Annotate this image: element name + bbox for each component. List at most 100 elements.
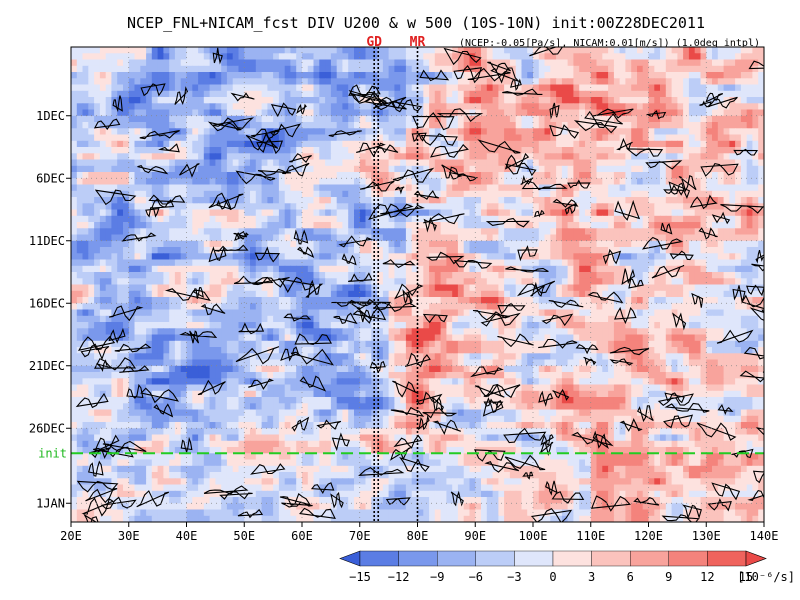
heat-cell [123, 115, 130, 123]
heat-cell [625, 184, 632, 192]
heat-cell [538, 272, 546, 279]
heat-cell [134, 90, 141, 98]
heat-cell [99, 122, 107, 129]
heat-cell [250, 284, 257, 292]
heat-cell [405, 53, 413, 61]
heat-cell [452, 90, 459, 98]
heat-cell [585, 128, 592, 136]
heat-cell [429, 128, 436, 136]
heat-cell [302, 115, 309, 123]
heat-cell [186, 172, 193, 179]
heat-cell [117, 165, 124, 173]
heat-cell [688, 59, 696, 67]
heat-cell [758, 159, 764, 167]
heat-cell [544, 84, 551, 92]
heat-cell [382, 78, 390, 86]
heat-cell [538, 115, 546, 123]
heat-cell [238, 140, 245, 148]
heat-cell [596, 65, 603, 73]
heat-cell [729, 278, 736, 286]
heat-cell [284, 159, 292, 167]
heat-cell [694, 72, 702, 79]
heat-cell [215, 190, 222, 198]
heat-cell [729, 240, 736, 248]
heat-cell [677, 284, 684, 292]
heat-cell [602, 290, 609, 298]
heat-cell [394, 134, 401, 142]
heat-cell [330, 65, 338, 73]
heat-cell [82, 297, 89, 304]
heat-cell [561, 297, 569, 304]
heat-cell [307, 84, 315, 92]
heat-cell [278, 165, 286, 173]
heat-cell [388, 72, 395, 79]
heat-cell [573, 209, 580, 217]
heat-cell [469, 303, 476, 311]
heat-cell [527, 265, 534, 273]
heat-cell [538, 222, 546, 229]
heat-cell [417, 240, 424, 248]
heat-cell [492, 122, 499, 129]
heat-cell [642, 203, 650, 211]
heat-cell [296, 178, 303, 186]
heat-cell [648, 122, 655, 129]
heat-cell [648, 153, 655, 161]
heat-cell [527, 109, 534, 117]
heat-cell [157, 172, 164, 179]
heat-cell [492, 222, 499, 229]
heat-cell [105, 203, 113, 211]
heat-cell [509, 65, 517, 73]
heat-cell [527, 203, 534, 211]
heat-cell [192, 247, 199, 254]
heat-cell [71, 140, 78, 148]
heat-cell [76, 147, 84, 154]
heat-cell [192, 103, 199, 111]
heat-cell [567, 209, 574, 217]
heat-cell [215, 84, 222, 92]
heat-cell [457, 190, 465, 198]
heat-cell [319, 47, 326, 54]
heat-cell [151, 84, 159, 92]
heat-cell [198, 247, 205, 254]
heat-cell [134, 59, 141, 67]
heat-cell [590, 84, 598, 92]
heat-cell [354, 234, 361, 242]
heat-cell [486, 84, 494, 92]
heat-cell [157, 184, 164, 192]
heat-cell [307, 53, 315, 61]
heat-cell [590, 47, 598, 54]
heat-cell [325, 90, 332, 98]
heat-cell [94, 184, 101, 192]
heat-cell [688, 172, 696, 179]
heat-cell [613, 215, 621, 223]
heat-cell [735, 278, 742, 286]
heat-cell [330, 128, 338, 136]
heat-cell [625, 122, 632, 129]
heat-cell [602, 253, 609, 261]
heat-cell [71, 59, 78, 67]
heat-cell [296, 228, 303, 236]
heat-cell [602, 228, 609, 236]
heat-cell [429, 184, 436, 192]
heat-cell [729, 72, 736, 79]
heat-cell [671, 109, 678, 117]
heat-cell [648, 147, 655, 154]
heat-cell [169, 103, 176, 111]
heat-cell [174, 222, 182, 229]
heat-cell [498, 59, 505, 67]
heat-cell [123, 159, 130, 167]
heat-cell [261, 84, 268, 92]
heat-cell [457, 47, 465, 54]
heat-cell [111, 209, 118, 217]
heat-cell [278, 53, 286, 61]
heat-cell [665, 234, 673, 242]
heat-cell [325, 78, 332, 86]
heat-cell [660, 59, 667, 67]
heat-cell [642, 234, 650, 242]
heat-cell [550, 190, 557, 198]
heat-cell [307, 303, 315, 311]
heat-cell [492, 59, 499, 67]
heat-cell [76, 215, 84, 223]
heat-cell [302, 203, 309, 211]
heat-cell [394, 259, 401, 267]
